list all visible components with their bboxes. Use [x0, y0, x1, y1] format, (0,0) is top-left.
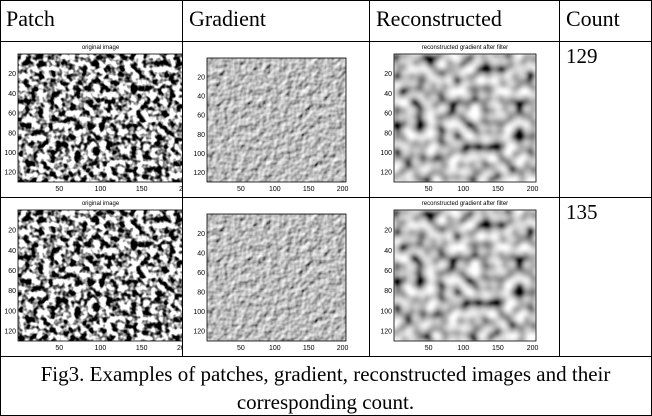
- y-tick-label: 60: [197, 270, 205, 277]
- x-tick-label: 150: [303, 345, 315, 352]
- y-tick-label: 100: [4, 308, 16, 315]
- y-tick-label: 60: [384, 111, 392, 118]
- header-cell: Gradient: [183, 0, 370, 42]
- plot: 20 40 60 80 100 120 50 100 150 200: [183, 42, 369, 197]
- y-tick-label: 120: [4, 328, 16, 335]
- y-tick-label: 20: [8, 228, 16, 235]
- y-tick-label: 120: [380, 328, 392, 335]
- x-tick-label: 100: [269, 345, 281, 352]
- y-tick-label: 40: [384, 248, 392, 255]
- y-tick-label: 120: [4, 170, 16, 177]
- header-cell: Reconstructed: [370, 0, 560, 42]
- image-texture: [18, 54, 182, 182]
- y-tick-label: 60: [197, 113, 205, 120]
- x-tick-label: 150: [492, 345, 504, 352]
- x-tick-label: 200: [527, 345, 539, 352]
- y-tick-label: 60: [8, 111, 16, 118]
- y-tick-label: 40: [8, 248, 16, 255]
- x-tick-label: 50: [55, 186, 63, 193]
- y-tick-label: 100: [193, 309, 205, 316]
- header-cell: Count: [560, 0, 652, 42]
- plot: reconstructed gradient after filter 20 40 6…: [370, 42, 559, 197]
- image-cell: original image 20 40 60 80 100 120 50 100 150 20: [0, 42, 183, 198]
- y-tick-label: 120: [193, 329, 205, 336]
- plot-title: reconstructed gradient after filter: [422, 201, 508, 207]
- x-tick-label: 150: [136, 186, 148, 193]
- image-texture: [207, 58, 346, 182]
- x-tick-label: 100: [457, 345, 469, 352]
- y-tick-label: 80: [8, 130, 16, 137]
- image-texture: [394, 54, 536, 182]
- plot: reconstructed gradient after filter 20 40 6…: [370, 198, 559, 356]
- plot-title: reconstructed gradient after filter: [422, 45, 508, 51]
- y-tick-label: 20: [8, 71, 16, 78]
- y-tick-label: 80: [384, 288, 392, 295]
- image-texture: [207, 214, 346, 341]
- x-tick-label: 150: [492, 186, 504, 193]
- plot: original image 20 40 60 80 100 120 50 100 150 200: [0, 198, 182, 356]
- y-tick-label: 100: [380, 150, 392, 157]
- plot-title: original image: [82, 201, 120, 207]
- y-tick-label: 40: [197, 251, 205, 258]
- count-cell: 135: [560, 198, 652, 357]
- caption: Fig3. Examples of patches, gradient, rec…: [0, 357, 652, 416]
- x-tick-label: 200: [527, 186, 539, 193]
- plot-title: original image: [82, 45, 120, 51]
- count-cell: 129: [560, 42, 652, 198]
- x-tick-label: 50: [425, 345, 433, 352]
- y-tick-label: 20: [384, 228, 392, 235]
- image-cell: 20 40 60 80 100 120 50 100 150 200: [183, 42, 370, 198]
- y-tick-label: 60: [384, 268, 392, 275]
- x-tick-label: 100: [269, 186, 281, 193]
- y-tick-label: 20: [197, 231, 205, 238]
- x-tick-label: 150: [303, 186, 315, 193]
- plot: original image 20 40 60 80 100 120 50 100 150 20: [0, 42, 182, 197]
- x-tick-label: 20: [179, 186, 182, 193]
- image-texture: [394, 210, 536, 341]
- y-tick-label: 40: [8, 91, 16, 98]
- y-tick-label: 100: [380, 308, 392, 315]
- x-tick-label: 100: [95, 345, 107, 352]
- image-texture: [18, 210, 182, 341]
- y-tick-label: 80: [384, 130, 392, 137]
- x-tick-label: 100: [95, 186, 107, 193]
- y-tick-label: 20: [197, 75, 205, 82]
- y-tick-label: 40: [197, 94, 205, 101]
- x-tick-label: 50: [55, 345, 63, 352]
- plot: 20 40 60 80 100 120 50 100 150 200: [183, 198, 369, 356]
- y-tick-label: 80: [197, 132, 205, 139]
- image-cell: reconstructed gradient after filter 20 40 6…: [370, 198, 560, 357]
- y-tick-label: 20: [384, 71, 392, 78]
- y-tick-label: 100: [4, 150, 16, 157]
- x-tick-label: 50: [237, 345, 245, 352]
- x-tick-label: 100: [457, 186, 469, 193]
- page: PatchGradientReconstructedCount original …: [0, 0, 652, 416]
- image-cell: 20 40 60 80 100 120 50 100 150 200: [183, 198, 370, 357]
- x-tick-label: 200: [177, 345, 182, 352]
- x-tick-label: 200: [337, 186, 349, 193]
- x-tick-label: 150: [136, 345, 148, 352]
- y-tick-label: 100: [193, 151, 205, 158]
- image-cell: original image 20 40 60 80 100 120 50 100 150 200: [0, 198, 183, 357]
- header-cell: Patch: [0, 0, 183, 42]
- y-tick-label: 120: [193, 170, 205, 177]
- x-tick-label: 200: [337, 345, 349, 352]
- y-tick-label: 40: [384, 91, 392, 98]
- x-tick-label: 50: [237, 186, 245, 193]
- y-tick-label: 80: [197, 290, 205, 297]
- x-tick-label: 50: [425, 186, 433, 193]
- y-tick-label: 80: [8, 288, 16, 295]
- image-cell: reconstructed gradient after filter 20 40 6…: [370, 42, 560, 198]
- y-tick-label: 120: [380, 170, 392, 177]
- y-tick-label: 60: [8, 268, 16, 275]
